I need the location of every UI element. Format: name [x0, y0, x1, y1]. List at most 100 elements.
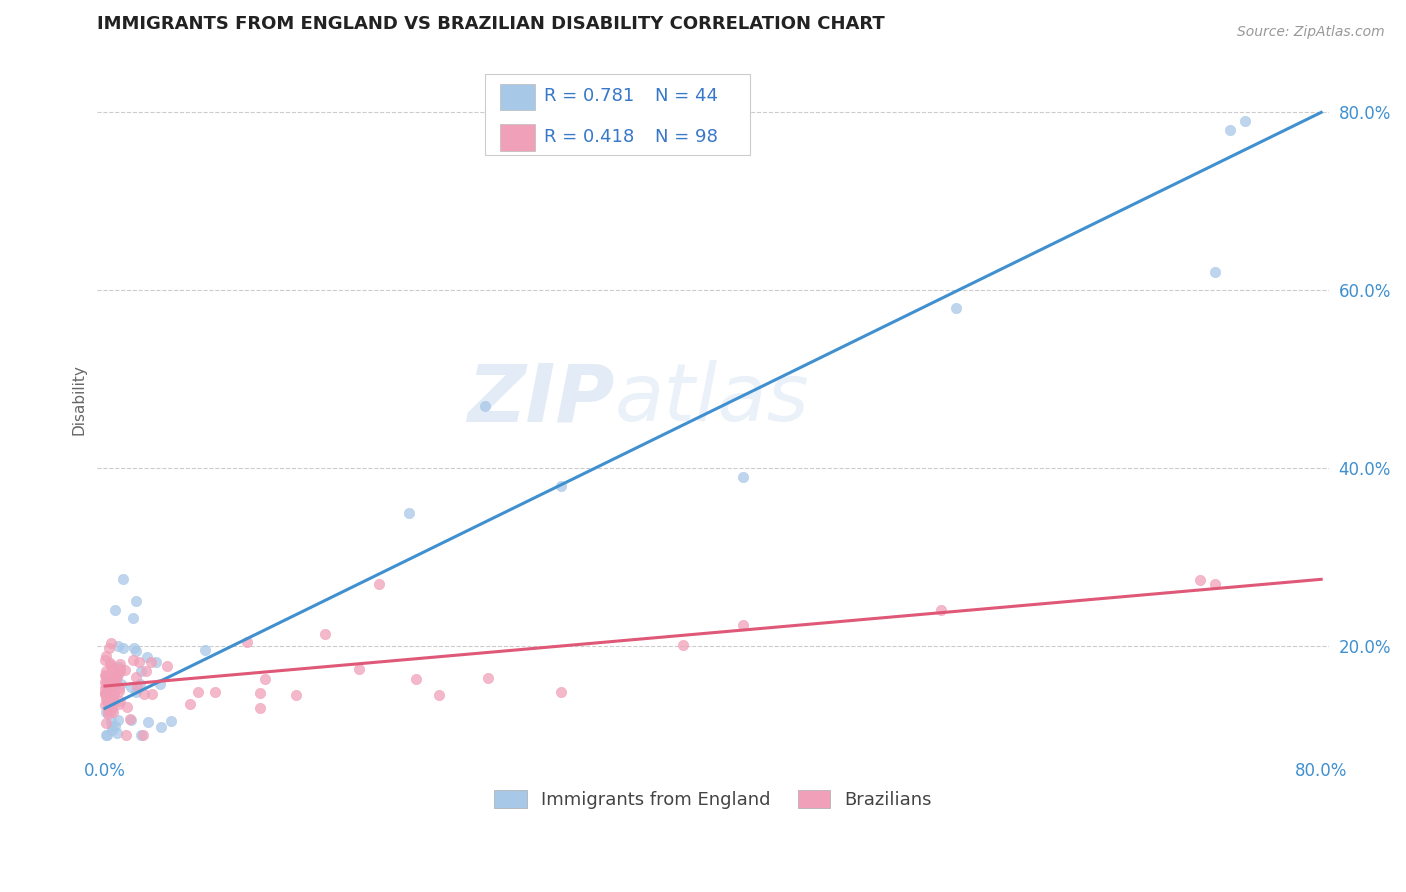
- Point: [156, 658, 179, 673]
- Y-axis label: Disability: Disability: [72, 364, 86, 434]
- Point: [101, 678, 124, 692]
- Point: [94, 686, 117, 700]
- Point: [135, 665, 157, 679]
- Point: [733, 470, 755, 484]
- Text: Source: ZipAtlas.com: Source: ZipAtlas.com: [1237, 25, 1385, 39]
- Point: [204, 684, 226, 698]
- Point: [733, 618, 755, 632]
- Point: [101, 705, 124, 719]
- Point: [129, 664, 152, 678]
- Point: [98, 694, 121, 708]
- Point: [98, 641, 121, 656]
- Point: [107, 639, 129, 653]
- Point: [100, 714, 122, 728]
- Point: [98, 673, 121, 687]
- Point: [105, 668, 128, 682]
- Point: [96, 677, 118, 691]
- Point: [945, 301, 967, 315]
- Point: [96, 676, 118, 690]
- Point: [94, 675, 117, 690]
- Point: [672, 638, 695, 652]
- Point: [94, 681, 117, 695]
- Point: [149, 677, 172, 691]
- Point: [105, 669, 128, 683]
- Point: [132, 728, 155, 742]
- Point: [128, 677, 150, 691]
- Point: [550, 479, 572, 493]
- Point: [429, 688, 451, 702]
- Point: [97, 696, 120, 710]
- Point: [96, 691, 118, 706]
- Point: [94, 669, 117, 683]
- Point: [249, 686, 271, 700]
- Point: [194, 642, 217, 657]
- Point: [187, 685, 209, 699]
- Point: [101, 665, 124, 679]
- Point: [349, 662, 371, 676]
- Point: [101, 719, 124, 733]
- Point: [125, 594, 148, 608]
- Text: atlas: atlas: [614, 360, 810, 438]
- Point: [236, 635, 259, 649]
- Point: [101, 661, 124, 675]
- Point: [134, 687, 156, 701]
- Point: [145, 656, 167, 670]
- Text: N = 44: N = 44: [655, 87, 718, 105]
- Point: [98, 683, 121, 698]
- Point: [96, 669, 118, 683]
- Point: [100, 683, 122, 698]
- Point: [100, 673, 122, 688]
- Point: [128, 655, 150, 669]
- Point: [285, 688, 308, 702]
- Point: [122, 640, 145, 655]
- Point: [110, 694, 132, 708]
- Point: [98, 673, 121, 687]
- Point: [136, 650, 159, 665]
- Point: [550, 685, 572, 699]
- Point: [141, 687, 163, 701]
- Text: IMMIGRANTS FROM ENGLAND VS BRAZILIAN DISABILITY CORRELATION CHART: IMMIGRANTS FROM ENGLAND VS BRAZILIAN DIS…: [97, 15, 886, 33]
- Point: [100, 704, 122, 718]
- Point: [98, 688, 121, 702]
- Point: [179, 697, 201, 711]
- Point: [96, 728, 118, 742]
- Point: [94, 686, 117, 700]
- Point: [96, 704, 118, 718]
- Point: [96, 695, 118, 709]
- Point: [105, 726, 128, 740]
- Point: [97, 706, 120, 721]
- Point: [101, 690, 124, 705]
- Point: [94, 715, 117, 730]
- Text: R = 0.418: R = 0.418: [544, 128, 634, 146]
- Legend: Immigrants from England, Brazilians: Immigrants from England, Brazilians: [486, 782, 939, 816]
- FancyBboxPatch shape: [501, 124, 534, 151]
- Point: [477, 671, 499, 685]
- Point: [1204, 265, 1226, 279]
- Point: [111, 572, 134, 586]
- Point: [122, 611, 145, 625]
- Point: [98, 693, 121, 707]
- Point: [125, 670, 148, 684]
- Point: [101, 701, 124, 715]
- Point: [120, 712, 142, 726]
- Point: [253, 672, 276, 686]
- Point: [101, 662, 124, 676]
- Point: [125, 644, 148, 658]
- Point: [100, 673, 122, 687]
- Point: [98, 657, 121, 671]
- Point: [100, 670, 122, 684]
- Point: [94, 649, 117, 664]
- Point: [96, 664, 118, 678]
- Point: [101, 687, 124, 701]
- Point: [474, 399, 496, 413]
- Point: [405, 672, 427, 686]
- Point: [94, 691, 117, 706]
- Point: [1219, 123, 1241, 137]
- Point: [108, 684, 131, 698]
- Point: [1204, 576, 1226, 591]
- Point: [122, 653, 145, 667]
- Point: [100, 658, 122, 673]
- Point: [114, 663, 136, 677]
- Point: [100, 657, 122, 672]
- Point: [136, 714, 159, 729]
